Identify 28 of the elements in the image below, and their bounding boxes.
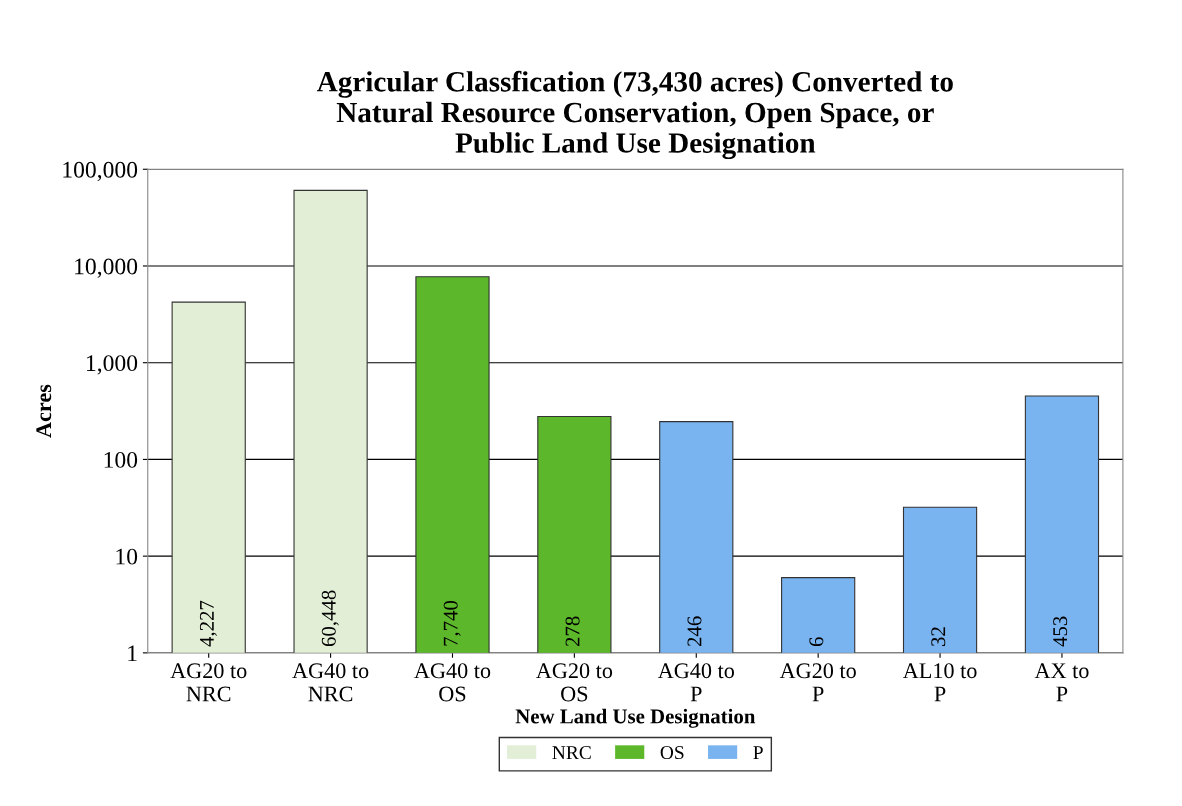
y-tick-label: 10 — [116, 548, 138, 565]
y-tick-label: 1,000 — [86, 355, 138, 375]
data-label: 246 — [687, 616, 702, 647]
x-tick-label: AG40 to P — [657, 663, 734, 702]
x-tick-label: AG20 to P — [779, 663, 856, 702]
x-tick-label: AX to P — [1034, 663, 1089, 702]
data-label: 32 — [931, 627, 946, 646]
legend-label: P — [753, 746, 763, 759]
legend-label: NRC — [552, 746, 591, 760]
data-label: 6 — [809, 637, 824, 647]
y-tick-label: 1 — [128, 645, 137, 662]
chart-title: Agricular Classfication (73,430 acres) Converted to Natural Resource Conservation, Open Space, or Public Land Use Designation — [316, 70, 953, 160]
x-tick-label: AG20 to OS — [536, 663, 613, 702]
data-label: 278 — [565, 616, 580, 647]
y-tick-label: 10,000 — [75, 258, 138, 278]
legend-label: OS — [660, 746, 684, 760]
x-tick-label: AL10 to P — [902, 663, 977, 702]
y-tick-label: 100,000 — [63, 161, 138, 182]
x-tick-label: AG20 to NRC — [170, 663, 247, 702]
data-label: 453 — [1053, 616, 1068, 647]
data-label: 7,740 — [443, 600, 461, 646]
x-tick-label: AG40 to OS — [414, 663, 491, 702]
y-tick-label: 100 — [104, 451, 138, 468]
data-label: 60,448 — [321, 590, 339, 647]
y-axis-title: Acres — [36, 384, 52, 438]
x-tick-label: AG40 to NRC — [292, 663, 369, 702]
data-label: 4,227 — [199, 600, 217, 647]
x-axis-title: New Land Use Designation — [515, 708, 756, 728]
